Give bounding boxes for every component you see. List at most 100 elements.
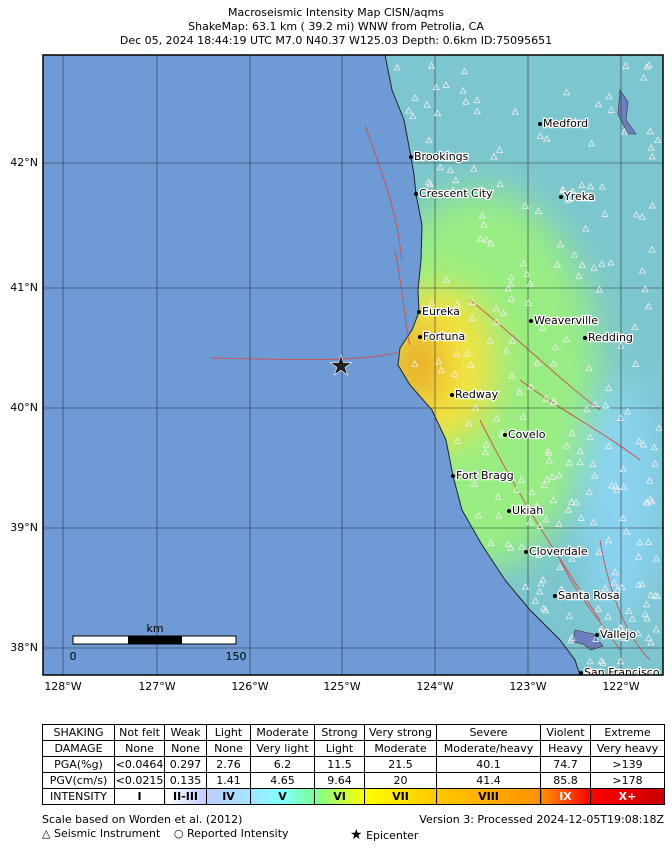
seismic-station: [463, 349, 471, 357]
seismic-station: [594, 100, 603, 108]
scale-start: 0: [70, 650, 77, 663]
map-frame: [42, 54, 664, 676]
seismic-station: [528, 488, 536, 496]
seismic-station: [648, 245, 656, 253]
legend-cell: Heavy: [540, 740, 591, 757]
symbol-label: Reported Intensity: [186, 827, 289, 840]
seismic-station: [624, 407, 632, 415]
seismic-station: [551, 343, 560, 350]
seismic-station: [647, 143, 655, 151]
seismic-station: [511, 107, 520, 115]
seismic-station: [585, 488, 594, 495]
seismic-station: [536, 587, 544, 595]
seismic-station: [616, 414, 625, 421]
seismic-station: [548, 473, 556, 480]
seismic-station: [434, 153, 443, 161]
epicenter: [329, 354, 353, 376]
seismic-station: [638, 213, 646, 220]
scale-unit: km: [146, 622, 163, 635]
seismic-station: [611, 568, 619, 576]
seismic-station: [574, 550, 582, 558]
legend-cell: >178: [590, 772, 665, 789]
seismic-station: [565, 612, 574, 619]
seismic-station: [393, 63, 401, 71]
seismic-station: [517, 475, 526, 483]
seismic-station: [601, 401, 610, 409]
legend-cell: IX: [540, 788, 591, 805]
lat-label: 39°N: [10, 521, 38, 534]
legend-cell: 1.41: [206, 772, 251, 789]
seismic-station: [568, 554, 576, 562]
seismic-station: [482, 440, 490, 448]
seismic-station: [521, 582, 530, 590]
legend-cell: 40.1: [436, 756, 541, 773]
legend-cell: II-III: [164, 788, 207, 805]
seismic-station: [644, 634, 653, 642]
seismic-station: [487, 539, 495, 546]
legend-cell: Strong: [314, 724, 365, 741]
seismic-station: [598, 182, 607, 190]
city-dot: [579, 671, 583, 675]
seismic-station: [515, 388, 524, 395]
fault-line: [519, 379, 641, 461]
legend-cell: 2.76: [206, 756, 251, 773]
seismic-station: [404, 106, 413, 114]
seismic-station: [591, 400, 599, 408]
seismic-station: [504, 284, 512, 292]
seismic-station: [473, 107, 481, 115]
seismic-station: [532, 502, 541, 509]
legend-cell: VIII: [436, 788, 541, 805]
seismic-station: [556, 563, 564, 571]
seismic-station: [527, 382, 535, 390]
city-dot: [583, 336, 587, 340]
legend-cell: 21.5: [364, 756, 437, 773]
reference: Scale based on Worden et al. (2012): [42, 813, 243, 826]
lat-label: 41°N: [10, 281, 38, 294]
seismic-station: [542, 515, 550, 523]
seismic-station: [436, 163, 444, 171]
city-label: Vallejo: [600, 628, 636, 641]
lon-label: 122°W: [602, 680, 639, 693]
scale-end: 150: [226, 650, 247, 663]
seismic-station: [651, 459, 659, 467]
seismic-station: [604, 612, 612, 620]
seismic-station: [612, 482, 620, 490]
seismic-station: [562, 441, 571, 449]
seismic-station: [577, 514, 585, 521]
seismic-station: [437, 366, 445, 374]
seismic-station: [539, 324, 547, 331]
seismic-station: [556, 240, 564, 248]
seismic-station: [487, 239, 495, 247]
legend-cell: I: [114, 788, 165, 805]
seismic-station: [492, 414, 501, 422]
fault-line: [364, 124, 403, 261]
legend-cell: Not felt: [114, 724, 165, 741]
seismic-station: [494, 492, 502, 500]
seismic-station: [597, 657, 606, 664]
city-label: Redding: [588, 331, 633, 344]
fault-line: [559, 559, 621, 651]
seismic-station: [601, 584, 609, 592]
epicenter-key: ★ Epicenter: [350, 827, 418, 843]
fault-line: [469, 299, 601, 411]
seismic-station: [490, 152, 498, 160]
seismic-station: [603, 593, 612, 601]
seismic-station: [462, 97, 470, 105]
seismic-station: [592, 635, 600, 642]
coastline: [384, 55, 581, 675]
subtitle: ShakeMap: 63.1 km ( 39.2 mi) WNW from Pe…: [188, 20, 484, 33]
seismic-station: [549, 398, 558, 405]
seismic-station: [622, 527, 631, 535]
seismic-station: [598, 259, 606, 267]
seismic-station: [540, 481, 548, 489]
seismic-station: [639, 73, 648, 81]
seismic-station: [423, 100, 431, 108]
lake: [617, 89, 637, 135]
seismic-station: [541, 606, 550, 614]
city-dot: [524, 550, 528, 554]
legend-cell: 11.5: [314, 756, 365, 773]
seismic-station: [617, 624, 626, 631]
legend-cell: Severe: [436, 724, 541, 741]
legend-cell: Very heavy: [590, 740, 665, 757]
legend-cell: Very light: [250, 740, 315, 757]
